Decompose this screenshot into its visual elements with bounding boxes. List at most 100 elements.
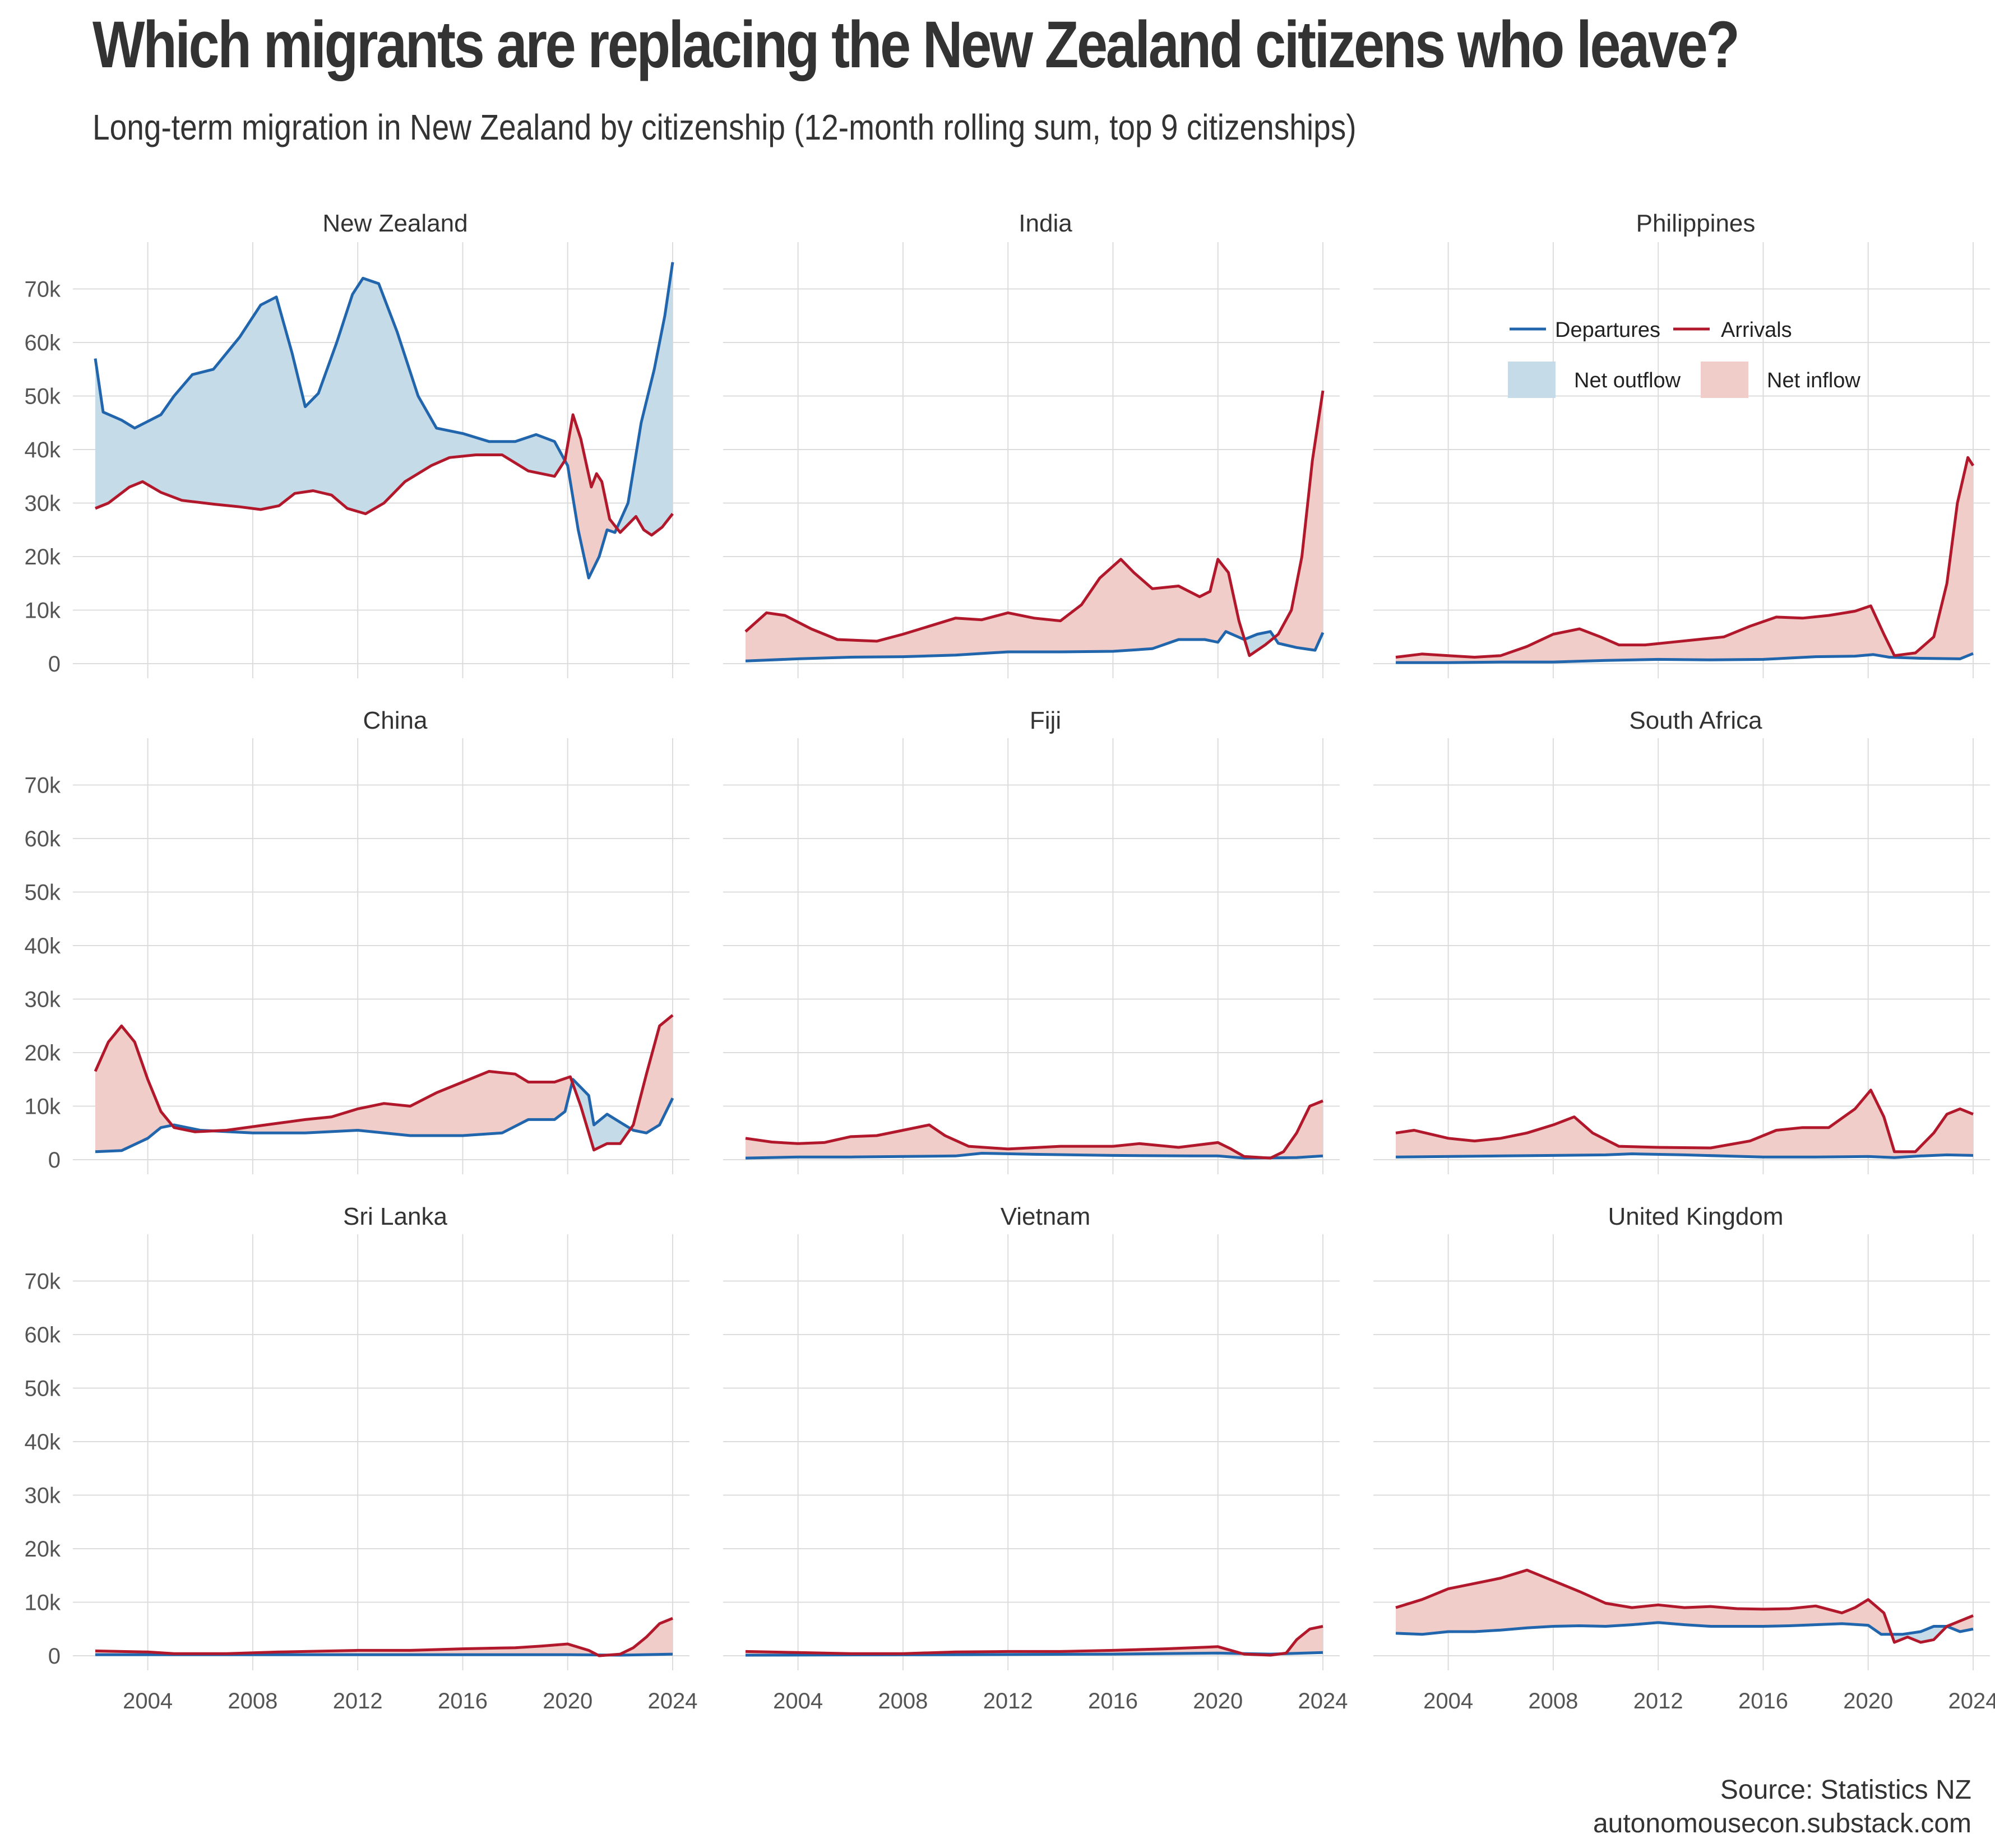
y-tick-label: 10k <box>25 599 61 623</box>
y-tick-label: 20k <box>25 545 61 569</box>
arrivals-line <box>744 390 1325 657</box>
net-inflow-area <box>212 1071 572 1136</box>
departures-line <box>745 1152 1323 1160</box>
net-inflow-area <box>1396 1090 1973 1158</box>
legend-net-inflow-label: Net inflow <box>1767 369 1860 392</box>
net-outflow-area <box>616 262 673 535</box>
net-inflow-area <box>1270 1101 1323 1159</box>
net-outflow-area <box>95 278 564 514</box>
y-tick-label: 40k <box>25 934 61 958</box>
facet-vietnam: Vietnam 2004 2008 2012 2016 2020 2024 <box>723 1203 1348 1713</box>
facet-title: United Kingdom <box>1608 1203 1783 1230</box>
arrivals-line <box>745 1099 1323 1160</box>
net-outflow-area <box>1890 1626 1947 1643</box>
x-tick-label: 2008 <box>878 1689 928 1713</box>
net-outflow-area <box>571 1079 629 1150</box>
x-tick-label: 2020 <box>1843 1689 1893 1713</box>
y-tick-label: 20k <box>25 1041 61 1066</box>
arrivals-line <box>1395 456 1975 659</box>
x-tick-label: 2004 <box>773 1689 823 1713</box>
x-tick-label: 2016 <box>438 1689 488 1713</box>
legend-departures-label: Departures <box>1555 318 1660 342</box>
facet-new-zealand: New Zealand 0 10k 20k 30k 40k 50k 60k 70k <box>25 210 689 678</box>
x-tick-label: 2012 <box>983 1689 1033 1713</box>
net-inflow-area <box>563 414 617 578</box>
y-tick-label: 50k <box>25 1377 61 1401</box>
y-tick-label: 0 <box>48 652 61 677</box>
page-title: Which migrants are replacing the New Zea… <box>92 8 1740 82</box>
y-tick-label: 30k <box>25 492 61 516</box>
facet-title: New Zealand <box>322 210 467 237</box>
facet-philippines: Philippines <box>1373 210 1990 678</box>
page-subtitle: Long-term migration in New Zealand by ci… <box>92 107 1357 147</box>
facet-title: Philippines <box>1636 210 1756 237</box>
net-inflow-area <box>1273 391 1323 651</box>
x-tick-label: 2012 <box>1633 1689 1683 1713</box>
y-tick-label: 50k <box>25 881 61 905</box>
facet-title: China <box>363 707 428 734</box>
x-tick-label: 2004 <box>123 1689 173 1713</box>
x-tick-label: 2020 <box>543 1689 593 1713</box>
site-caption: autonomousecon.substack.com <box>1593 1809 1971 1838</box>
x-tick-label: 2008 <box>228 1689 277 1713</box>
departures-line <box>95 1652 673 1657</box>
net-inflow-area <box>1279 1626 1323 1654</box>
facet-china: China 0 10k 20k 30k 40k 50k 60k 70k <box>25 707 689 1174</box>
source-caption: Source: Statistics NZ <box>1720 1775 1971 1805</box>
arrivals-line <box>94 1014 674 1152</box>
facet-title: South Africa <box>1629 707 1762 734</box>
facet-united-kingdom: United Kingdom 2004 2008 2012 2016 2020 2024 <box>1373 1203 1995 1713</box>
y-tick-label: 60k <box>25 827 61 851</box>
net-inflow-area <box>746 559 1244 661</box>
facet-title: Fiji <box>1030 707 1061 734</box>
facet-title: Sri Lanka <box>343 1203 447 1230</box>
y-tick-label: 0 <box>48 1148 61 1173</box>
net-inflow-area <box>95 1644 597 1655</box>
departures-line <box>1396 652 1974 664</box>
facet-fiji: Fiji <box>723 707 1340 1174</box>
arrivals-line <box>95 413 674 537</box>
facet-title: India <box>1019 210 1072 237</box>
departures-line <box>1395 1621 1974 1636</box>
facet-south-africa: South Africa <box>1373 707 1990 1174</box>
arrivals-line <box>95 1617 673 1657</box>
y-tick-label: 60k <box>25 1323 61 1347</box>
legend-net-outflow-label: Net outflow <box>1574 369 1681 392</box>
departures-line <box>745 630 1325 663</box>
net-inflow-area <box>607 1618 673 1655</box>
x-tick-label: 2016 <box>1088 1689 1138 1713</box>
y-tick-label: 70k <box>25 774 61 798</box>
x-tick-label: 2024 <box>1298 1689 1348 1713</box>
net-inflow-area <box>95 1026 172 1152</box>
y-tick-label: 60k <box>25 331 61 355</box>
net-inflow-area <box>1396 457 1973 663</box>
arrivals-line <box>1395 1089 1974 1154</box>
facet-title: Vietnam <box>1001 1203 1091 1230</box>
y-tick-label: 10k <box>25 1591 61 1615</box>
y-tick-label: 10k <box>25 1095 61 1119</box>
x-tick-label: 2008 <box>1528 1689 1578 1713</box>
facet-sri-lanka: Sri Lanka 0 10k 20k 30k 40k 50k 60k 70k 2004 2008 2… <box>25 1203 698 1713</box>
x-tick-label: 2016 <box>1738 1689 1788 1713</box>
departures-line <box>1395 1152 1974 1159</box>
x-tick-label: 2012 <box>333 1689 383 1713</box>
legend-net-outflow-key <box>1508 362 1556 398</box>
x-tick-label: 2020 <box>1193 1689 1243 1713</box>
facet-india: India <box>723 210 1340 678</box>
legend-arrivals-label: Arrivals <box>1721 318 1792 342</box>
x-tick-label: 2004 <box>1423 1689 1473 1713</box>
y-tick-label: 0 <box>48 1644 61 1669</box>
y-tick-label: 30k <box>25 1484 61 1508</box>
net-inflow-area <box>1396 1570 1891 1634</box>
legend-net-inflow-key <box>1701 362 1748 398</box>
y-tick-label: 40k <box>25 1430 61 1455</box>
y-tick-label: 70k <box>25 277 61 302</box>
y-tick-label: 20k <box>25 1537 61 1562</box>
arrivals-line <box>1395 1568 1974 1644</box>
legend: Departures Arrivals Net outflow Net inflow <box>1508 318 1860 398</box>
x-tick-label: 2024 <box>1948 1689 1995 1713</box>
y-tick-label: 40k <box>25 438 61 462</box>
arrivals-line <box>745 1625 1323 1657</box>
y-tick-label: 70k <box>25 1270 61 1294</box>
